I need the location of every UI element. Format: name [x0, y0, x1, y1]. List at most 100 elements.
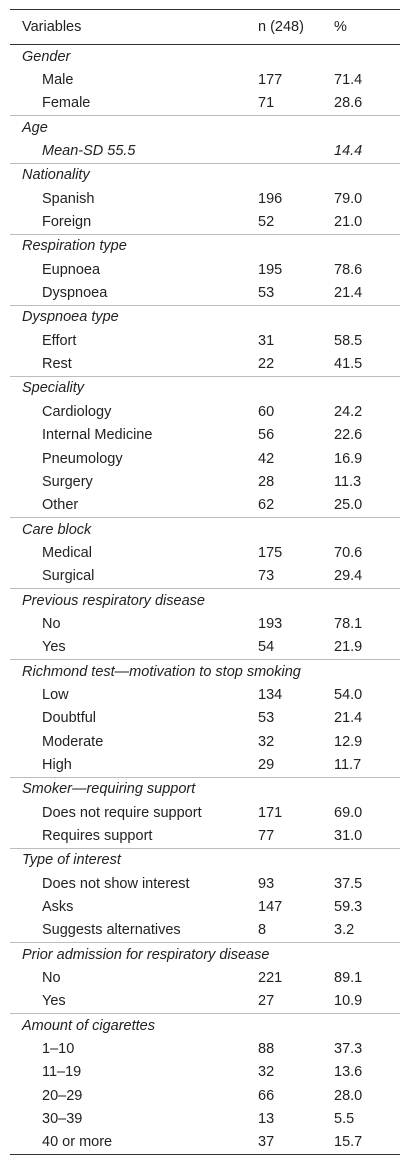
table-row: Effort 31 58.5: [10, 329, 400, 352]
row-label: Internal Medicine: [42, 427, 153, 444]
table-row: Spanish 196 79.0: [10, 187, 400, 210]
row-label: Doubtful: [42, 710, 97, 727]
group-row: Amount of cigarettes: [10, 1013, 400, 1038]
row-percent: 25.0: [334, 497, 363, 514]
row-percent: 59.3: [334, 899, 363, 916]
row-count: 42: [258, 450, 275, 467]
row-count: 31: [258, 332, 275, 349]
row-label: Male: [42, 72, 74, 89]
table-row: Yes 54 21.9: [10, 636, 400, 660]
table-row: No 221 89.1: [10, 966, 400, 989]
table-row: Surgical 73 29.4: [10, 565, 400, 589]
table-row: 30–39 13 5.5: [10, 1107, 400, 1130]
row-percent: 10.9: [334, 993, 363, 1010]
group-title: Smoker—requiring support: [10, 776, 400, 801]
row-count: 56: [258, 427, 275, 444]
row-label: Suggests alternatives: [42, 922, 181, 939]
group-row: Previous respiratory disease: [10, 587, 400, 613]
table-row: Medical 175 70.6: [10, 541, 400, 564]
row-percent: 5.5: [334, 1111, 355, 1128]
row-percent: 79.0: [334, 190, 363, 207]
row-label: 11–19: [42, 1064, 82, 1081]
row-percent: 16.9: [334, 450, 363, 467]
group-title: Age: [10, 115, 400, 140]
group-row: Type of interest: [10, 847, 400, 873]
row-percent: 24.2: [334, 403, 363, 420]
row-label: Yes: [42, 639, 66, 656]
row-percent: 11.7: [334, 756, 362, 773]
row-label: Yes: [42, 993, 66, 1010]
row-count: 54: [258, 639, 275, 656]
group-title: Respiration type: [10, 233, 400, 259]
row-percent: 11.3: [334, 473, 362, 490]
table-body: Gender Male 177 71.4 Female 71 28.6 Age Mean-SD …: [10, 45, 400, 1156]
row-count: 53: [258, 710, 275, 727]
table-header: Variables n (248) %: [10, 9, 400, 45]
row-label: Spanish: [42, 190, 95, 207]
table-row: Eupnoea 195 78.6: [10, 258, 400, 281]
group-title: Nationality: [10, 162, 400, 188]
row-label: Does not require support: [42, 804, 202, 821]
row-label: Requires support: [42, 828, 153, 845]
row-label: Mean-SD 55.5: [42, 143, 136, 160]
row-label: No: [42, 970, 61, 987]
row-label: Rest: [42, 356, 72, 373]
row-count: 93: [258, 875, 275, 892]
table-row: Foreign 52 21.0: [10, 210, 400, 234]
row-percent: 70.6: [334, 544, 363, 561]
row-percent: 58.5: [334, 332, 363, 349]
row-count: 71: [258, 95, 275, 112]
row-percent: 69.0: [334, 804, 363, 821]
row-percent: 21.0: [334, 214, 363, 231]
header-percent: %: [324, 9, 400, 45]
table-row: 40 or more 37 15.7: [10, 1130, 400, 1156]
table-row: 1–10 88 37.3: [10, 1037, 400, 1060]
row-percent: 21.4: [334, 285, 363, 302]
group-row: Gender: [10, 45, 400, 69]
row-count: 29: [258, 756, 275, 773]
row-percent: 28.0: [334, 1087, 363, 1104]
row-percent: 12.9: [334, 733, 363, 750]
row-label: Female: [42, 95, 91, 112]
table-row: Female 71 28.6: [10, 92, 400, 116]
group-title: Type of interest: [10, 847, 400, 873]
row-count: 37: [248, 1130, 324, 1156]
row-percent: 21.4: [334, 710, 363, 727]
header-n: n (248): [248, 9, 324, 45]
row-label: Eupnoea: [42, 261, 101, 278]
row-percent: 37.5: [334, 875, 363, 892]
row-label: Effort: [42, 332, 77, 349]
table-row: Rest 22 41.5: [10, 352, 400, 376]
row-count: 32: [258, 733, 275, 750]
table-row: Doubtful 53 21.4: [10, 707, 400, 730]
row-label: 40 or more: [10, 1130, 248, 1156]
table-row: 11–19 32 13.6: [10, 1061, 400, 1084]
group-title: Speciality: [10, 375, 400, 401]
row-label: No: [42, 615, 61, 632]
group-row: Dyspnoea type: [10, 304, 400, 330]
row-percent: 3.2: [334, 922, 355, 939]
row-count: 66: [258, 1087, 275, 1104]
row-count: 53: [258, 285, 275, 302]
row-count: [248, 139, 324, 163]
row-label: Foreign: [42, 214, 92, 231]
row-percent: 54.0: [334, 686, 363, 703]
group-title: Care block: [10, 516, 400, 542]
row-count: 177: [258, 72, 283, 89]
row-label: Surgery: [42, 473, 93, 490]
row-label: Cardiology: [42, 403, 112, 420]
row-count: 193: [258, 615, 283, 632]
group-row: Nationality: [10, 162, 400, 188]
row-percent: 41.5: [334, 356, 363, 373]
row-percent: 31.0: [334, 828, 363, 845]
row-label: Does not show interest: [42, 875, 190, 892]
row-count: 175: [258, 544, 283, 561]
row-percent: 78.6: [334, 261, 363, 278]
table-row: 20–29 66 28.0: [10, 1084, 400, 1107]
row-percent: 15.7: [324, 1130, 400, 1156]
row-count: 13: [258, 1111, 275, 1128]
row-percent: 21.9: [334, 639, 363, 656]
row-count: 77: [258, 828, 275, 845]
row-label: Moderate: [42, 733, 104, 750]
group-row: Richmond test—motivation to stop smoking: [10, 658, 400, 684]
